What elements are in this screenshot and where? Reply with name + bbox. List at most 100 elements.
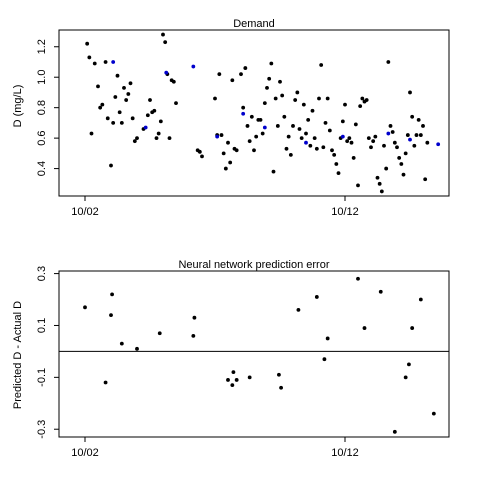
demand-point <box>174 101 178 106</box>
demand-point <box>388 124 393 128</box>
demand-point <box>262 101 267 106</box>
demand-point <box>135 136 139 141</box>
error-x-tick-label: 10/12 <box>331 447 359 459</box>
demand-point <box>152 108 157 113</box>
error-point <box>314 295 319 299</box>
error-point <box>356 276 360 281</box>
demand-point <box>386 60 391 64</box>
demand-point <box>219 133 224 137</box>
error-point <box>247 375 252 380</box>
demand-point <box>228 160 233 165</box>
demand-point <box>241 105 246 110</box>
demand-point <box>340 119 345 124</box>
demand-point <box>245 124 250 128</box>
error-y-axis-title: Predicted D - Actual D <box>12 301 24 409</box>
demand-x-tick-label: 10/12 <box>331 206 359 218</box>
error-point <box>103 380 108 385</box>
demand-point <box>395 145 399 150</box>
demand-point-highlight <box>241 111 246 116</box>
error-y-tick-label: 0.1 <box>36 318 48 333</box>
demand-point <box>126 92 131 96</box>
demand-point <box>280 93 285 98</box>
demand-point <box>265 85 269 90</box>
error-y-tick-label: 0.3 <box>36 266 48 281</box>
demand-point <box>100 102 105 107</box>
demand-point <box>98 105 103 110</box>
demand-point-highlight <box>191 64 196 69</box>
demand-point-highlight <box>262 125 267 130</box>
demand-point <box>221 151 226 156</box>
demand-point <box>282 114 287 119</box>
demand-point <box>117 110 122 115</box>
demand-point <box>158 119 163 124</box>
demand-point <box>124 98 129 102</box>
demand-point <box>288 152 293 157</box>
demand-point <box>128 81 133 86</box>
demand-y-tick-label: 1.0 <box>36 70 48 85</box>
demand-point <box>243 66 248 70</box>
error-point <box>109 313 113 317</box>
demand-point <box>130 116 135 121</box>
demand-point <box>132 139 137 144</box>
error-point <box>378 289 383 294</box>
demand-point <box>299 136 304 141</box>
demand-point <box>252 148 256 153</box>
demand-point-highlight <box>386 131 391 136</box>
demand-point <box>336 171 341 176</box>
error-point <box>277 372 281 377</box>
error-x-tick-label: 10/02 <box>71 447 99 459</box>
demand-title: Demand <box>233 18 275 30</box>
demand-point <box>234 148 239 153</box>
demand-point <box>412 143 417 148</box>
demand-point <box>392 140 397 145</box>
demand-point <box>92 61 97 66</box>
demand-point <box>410 114 415 119</box>
demand-point <box>273 96 278 101</box>
demand-point-highlight <box>304 140 308 145</box>
error-point <box>110 292 114 297</box>
demand-point <box>284 146 289 151</box>
demand-point-highlight <box>436 142 441 147</box>
demand-point <box>399 162 404 166</box>
demand-point <box>358 104 363 109</box>
demand-point <box>382 143 386 148</box>
demand-point <box>369 145 373 150</box>
demand-point <box>87 55 92 60</box>
demand-point <box>347 136 352 141</box>
demand-point <box>247 139 252 144</box>
error-axes: -0.3 -0.1 0.1 0.3 10/02 10/12 <box>36 266 359 459</box>
error-points <box>83 276 436 434</box>
demand-point <box>403 151 408 156</box>
demand-point <box>353 122 358 127</box>
demand-point <box>379 189 384 194</box>
error-point <box>403 375 408 380</box>
error-point <box>362 326 367 330</box>
demand-x-tick-label: 10/02 <box>71 206 99 218</box>
demand-point <box>416 117 421 122</box>
demand-point <box>145 113 150 118</box>
demand-y-tick-label: 0.4 <box>36 161 48 176</box>
demand-point <box>401 172 406 177</box>
demand-point <box>223 166 228 171</box>
demand-point <box>105 116 110 121</box>
demand-point <box>295 90 300 95</box>
demand-panel: Demand D (mg/L) 0.4 0.6 0.8 1.0 1.2 10/02 10/1… <box>12 18 450 218</box>
demand-point <box>304 131 308 136</box>
demand-point <box>421 124 425 128</box>
demand-point <box>373 134 378 139</box>
demand-point <box>293 98 298 102</box>
demand-point <box>405 133 410 137</box>
demand-point <box>275 124 280 128</box>
demand-point <box>408 90 412 95</box>
demand-point <box>360 96 365 101</box>
error-point <box>431 411 436 416</box>
demand-point <box>154 136 159 141</box>
demand-point <box>85 41 90 46</box>
demand-point <box>239 72 243 77</box>
demand-point <box>271 169 276 174</box>
demand-point <box>226 140 230 145</box>
error-point <box>83 305 87 310</box>
demand-point <box>323 120 328 125</box>
error-point <box>231 370 236 375</box>
